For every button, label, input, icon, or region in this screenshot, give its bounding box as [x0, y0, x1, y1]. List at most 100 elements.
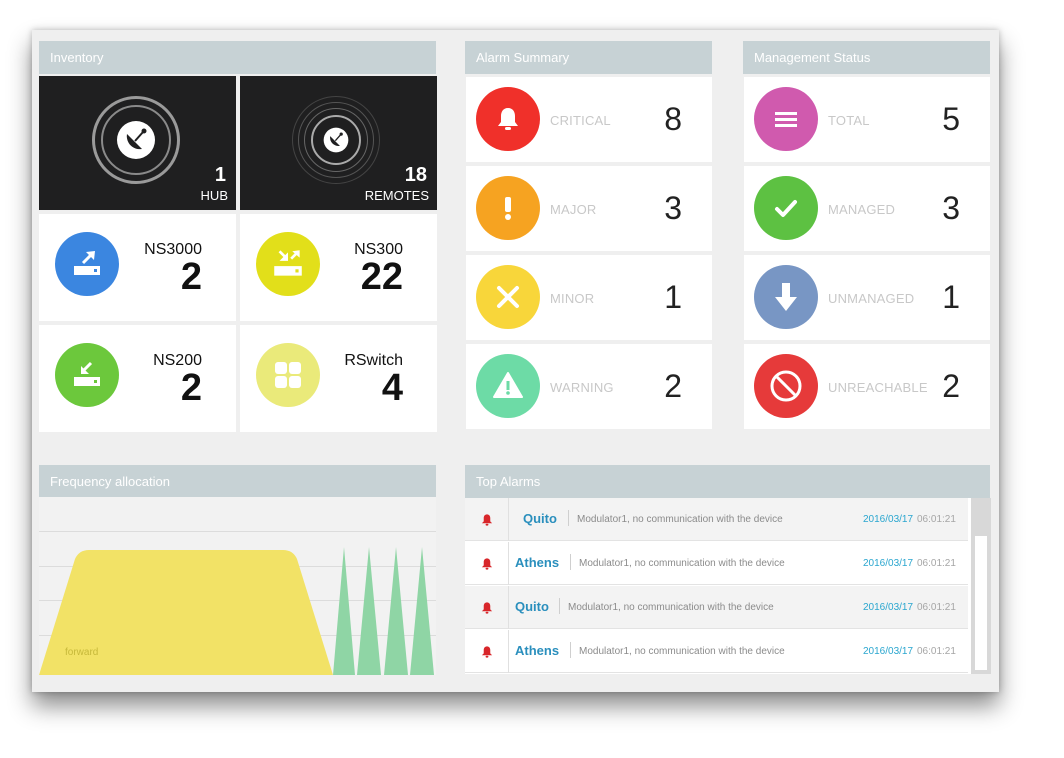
alarm-message: Modulator1, no communication with the de…: [579, 558, 785, 569]
inventory-rswitch-tile[interactable]: RSwitch 4: [240, 325, 437, 432]
frequency-chart: forward: [39, 497, 436, 675]
alarm-row[interactable]: Quito Modulator1, no communication with …: [465, 586, 968, 629]
ns300-name: NS300: [354, 241, 403, 258]
alarm-time: 06:01:21: [917, 514, 956, 525]
alarm-date: 2016/03/17: [863, 646, 914, 657]
bell-icon: [465, 630, 509, 673]
forward-carrier-area: [39, 550, 333, 675]
inventory-remotes-tile[interactable]: 18 REMOTES: [240, 76, 437, 210]
bell-icon: [465, 586, 509, 629]
managed-label: MANAGED: [828, 202, 896, 217]
remotes-ring-inner: [304, 108, 368, 172]
list-lines-icon: [754, 87, 818, 151]
inventory-header: Inventory: [39, 41, 436, 74]
alarm-row[interactable]: Athens Modulator1, no communication with…: [465, 630, 968, 673]
status-card-managed[interactable]: MANAGED 3: [744, 166, 990, 251]
frequency-header: Frequency allocation: [39, 465, 436, 498]
critical-label: CRITICAL: [550, 113, 611, 128]
gridline: [39, 531, 436, 532]
alarm-date: 2016/03/17: [863, 514, 914, 525]
unreachable-value: 2: [942, 368, 960, 404]
modem-up-arrow-icon: [55, 232, 119, 296]
alarm-row[interactable]: Quito Modulator1, no communication with …: [465, 498, 968, 541]
alarm-site[interactable]: Quito: [523, 511, 557, 526]
alarm-site[interactable]: Athens: [515, 643, 560, 658]
satellite-dish-icon: [311, 115, 361, 165]
alarm-card-warning[interactable]: WARNING 2: [466, 344, 712, 429]
modem-cross-arrows-icon: [256, 232, 320, 296]
remotes-label: REMOTES: [364, 188, 429, 203]
alarm-message: Modulator1, no communication with the de…: [577, 514, 783, 525]
inventory-ns3000-tile[interactable]: NS3000 2: [39, 214, 236, 321]
warning-value: 2: [664, 368, 682, 404]
ns200-name: NS200: [153, 352, 202, 369]
inventory-ns300-tile[interactable]: NS300 22: [240, 214, 437, 321]
remotes-ring-outer: [292, 96, 380, 184]
rswitch-count: 4: [381, 367, 403, 409]
alarm-card-minor[interactable]: MINOR 1: [466, 255, 712, 340]
inventory-hub-tile[interactable]: 1 HUB: [39, 76, 236, 210]
separator: [559, 598, 560, 614]
separator: [570, 554, 571, 570]
management-status-header: Management Status: [743, 41, 990, 74]
top-alarms-header: Top Alarms: [465, 465, 990, 498]
inventory-ns200-tile[interactable]: NS200 2: [39, 325, 236, 432]
minor-value: 1: [664, 279, 682, 315]
alarm-time: 06:01:21: [917, 558, 956, 569]
no-entry-icon: [754, 354, 818, 418]
alarm-date: 2016/03/17: [863, 558, 914, 569]
remotes-count: 18: [404, 164, 427, 186]
status-card-total[interactable]: TOTAL 5: [744, 77, 990, 162]
alarm-date: 2016/03/17: [863, 602, 914, 613]
unreachable-label: UNREACHABLE: [828, 380, 928, 395]
unmanaged-value: 1: [942, 279, 960, 315]
bell-icon: [476, 87, 540, 151]
alarm-site[interactable]: Quito: [515, 599, 549, 614]
bell-icon: [465, 498, 509, 541]
separator: [570, 642, 571, 658]
alarm-site[interactable]: Athens: [515, 555, 560, 570]
x-mark-icon: [476, 265, 540, 329]
return-carrier-2: [357, 547, 381, 675]
alarm-card-major[interactable]: MAJOR 3: [466, 166, 712, 251]
return-carrier-1: [333, 547, 355, 675]
status-card-unmanaged[interactable]: UNMANAGED 1: [744, 255, 990, 340]
ns3000-count: 2: [180, 256, 202, 298]
separator: [568, 510, 569, 526]
major-value: 3: [664, 190, 682, 226]
grid-squares-icon: [256, 343, 320, 407]
alarm-message: Modulator1, no communication with the de…: [579, 646, 785, 657]
hub-ring: [92, 96, 180, 184]
return-carrier-3: [384, 547, 408, 675]
exclamation-icon: [476, 176, 540, 240]
rswitch-name: RSwitch: [344, 352, 403, 369]
minor-label: MINOR: [550, 291, 595, 306]
managed-value: 3: [942, 190, 960, 226]
alarms-scrollbar-thumb[interactable]: [975, 536, 987, 670]
hub-label: HUB: [200, 188, 228, 203]
major-label: MAJOR: [550, 202, 597, 217]
alarm-time: 06:01:21: [917, 646, 956, 657]
remotes-ring-mid: [298, 102, 374, 178]
hub-count: 1: [214, 164, 226, 186]
total-value: 5: [942, 101, 960, 137]
alarm-message: Modulator1, no communication with the de…: [568, 602, 774, 613]
forward-label: forward: [65, 647, 99, 658]
checkmark-icon: [754, 176, 818, 240]
status-card-unreachable[interactable]: UNREACHABLE 2: [744, 344, 990, 429]
alarm-card-critical[interactable]: CRITICAL 8: [466, 77, 712, 162]
alarm-row[interactable]: Athens Modulator1, no communication with…: [465, 542, 968, 585]
down-arrow-icon: [754, 265, 818, 329]
return-carrier-4: [410, 547, 434, 675]
satellite-dish-icon: [101, 105, 171, 175]
total-label: TOTAL: [828, 113, 870, 128]
alarm-time: 06:01:21: [917, 602, 956, 613]
modem-down-arrow-icon: [55, 343, 119, 407]
ns3000-name: NS3000: [144, 241, 202, 258]
warning-triangle-icon: [476, 354, 540, 418]
warning-label: WARNING: [550, 380, 614, 395]
ns200-count: 2: [180, 367, 202, 409]
ns300-count: 22: [360, 256, 403, 298]
critical-value: 8: [664, 101, 682, 137]
bell-icon: [465, 542, 509, 585]
